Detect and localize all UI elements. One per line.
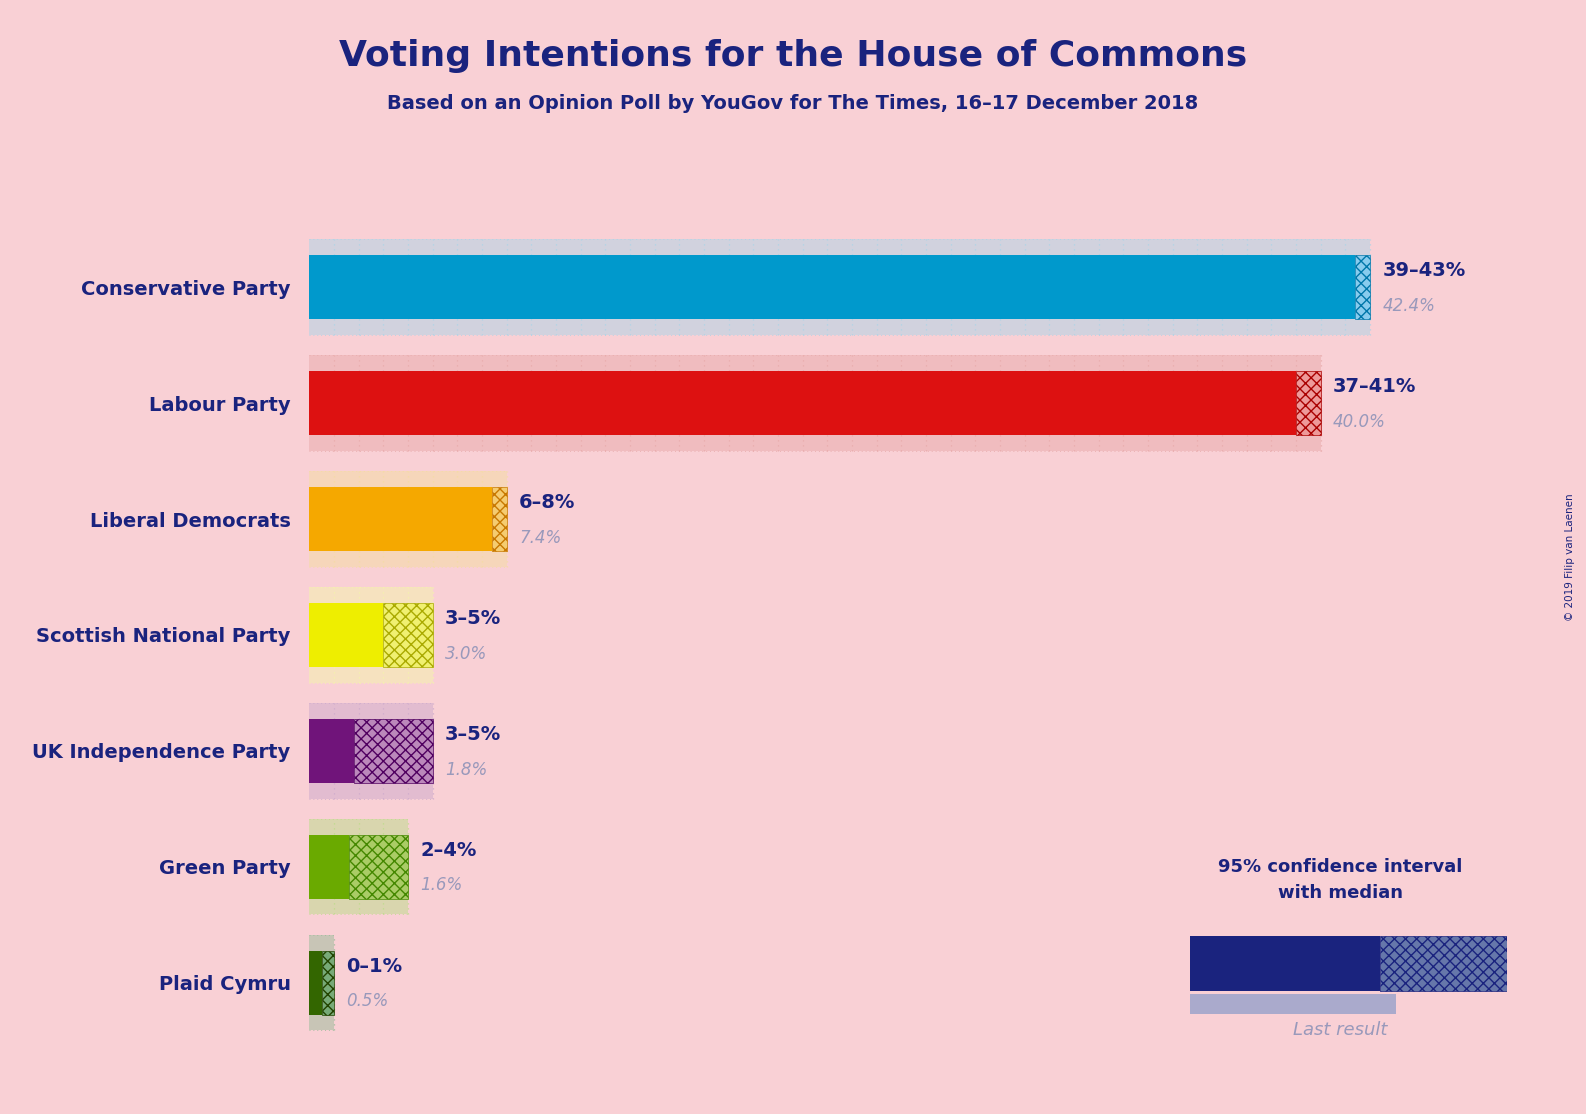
Text: 7.4%: 7.4% <box>519 528 561 547</box>
Bar <box>1380 936 1507 991</box>
Bar <box>309 936 335 1030</box>
Text: 37–41%: 37–41% <box>1334 378 1416 397</box>
Text: 6–8%: 6–8% <box>519 494 576 512</box>
Text: 2–4%: 2–4% <box>420 841 477 860</box>
Bar <box>349 836 408 899</box>
Bar <box>309 371 1296 434</box>
Bar <box>309 703 433 799</box>
Bar <box>309 487 492 551</box>
Text: Based on an Opinion Poll by YouGov for The Times, 16–17 December 2018: Based on an Opinion Poll by YouGov for T… <box>387 94 1199 113</box>
Bar <box>309 603 384 667</box>
Text: 3.0%: 3.0% <box>446 645 487 663</box>
Text: 0–1%: 0–1% <box>346 957 403 976</box>
Text: Voting Intentions for the House of Commons: Voting Intentions for the House of Commo… <box>339 39 1247 74</box>
Text: 0.5%: 0.5% <box>346 993 389 1010</box>
Bar <box>309 836 349 899</box>
Bar <box>309 355 1321 450</box>
Text: 95% confidence interval
with median: 95% confidence interval with median <box>1218 858 1462 902</box>
Bar <box>309 951 322 1015</box>
Bar <box>1296 371 1321 434</box>
Text: 3–5%: 3–5% <box>446 725 501 744</box>
Text: Last result: Last result <box>1293 1022 1388 1039</box>
Text: 1.8%: 1.8% <box>446 761 487 779</box>
Bar <box>354 719 433 783</box>
Text: 39–43%: 39–43% <box>1383 262 1465 281</box>
Bar <box>309 719 354 783</box>
Text: 40.0%: 40.0% <box>1334 412 1386 431</box>
Text: 1.6%: 1.6% <box>420 877 463 895</box>
Bar <box>309 240 1370 334</box>
Bar <box>309 471 506 567</box>
Bar <box>1356 255 1370 319</box>
Bar <box>492 487 506 551</box>
Bar <box>309 587 433 683</box>
Bar <box>384 603 433 667</box>
Bar <box>1190 995 1396 1014</box>
Text: 3–5%: 3–5% <box>446 609 501 628</box>
Bar <box>309 820 408 915</box>
Bar <box>1190 936 1380 991</box>
Bar <box>322 951 335 1015</box>
Text: 42.4%: 42.4% <box>1383 296 1435 314</box>
Bar <box>309 255 1356 319</box>
Text: © 2019 Filip van Laenen: © 2019 Filip van Laenen <box>1565 494 1575 620</box>
